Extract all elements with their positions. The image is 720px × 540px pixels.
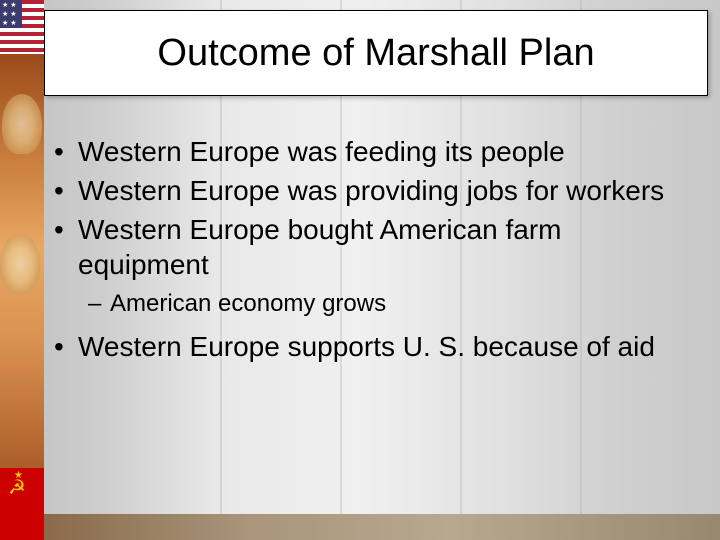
bullet-text: Western Europe was providing jobs for wo… <box>78 173 664 208</box>
sub-bullet-item: – American economy grows <box>88 288 700 319</box>
ussr-flag-icon: ★ ☭ <box>0 468 44 540</box>
bullet-text: Western Europe bought American farm equi… <box>78 212 700 282</box>
hammer-sickle-icon: ☭ <box>8 478 26 498</box>
bullet-marker: • <box>54 134 78 169</box>
bullet-marker: • <box>54 329 78 364</box>
content-area: • Western Europe was feeding its people … <box>54 134 700 368</box>
bullet-item: • Western Europe bought American farm eq… <box>54 212 700 282</box>
sub-bullet-marker: – <box>88 288 110 319</box>
bullet-item: • Western Europe was providing jobs for … <box>54 173 700 208</box>
mushroom-cloud-1 <box>2 94 42 154</box>
bullet-text: Western Europe supports U. S. because of… <box>78 329 655 364</box>
bullet-item: • Western Europe was feeding its people <box>54 134 700 169</box>
title-box: Outcome of Marshall Plan <box>44 10 708 96</box>
mushroom-cloud-2 <box>0 234 40 294</box>
bullet-text: Western Europe was feeding its people <box>78 134 565 169</box>
sub-bullet-text: American economy grows <box>110 288 386 319</box>
slide-title: Outcome of Marshall Plan <box>157 32 594 75</box>
bottom-decorative-strip <box>44 514 720 540</box>
bullet-marker: • <box>54 173 78 208</box>
bullet-marker: • <box>54 212 78 247</box>
us-flag-icon <box>0 0 44 54</box>
bullet-item: • Western Europe supports U. S. because … <box>54 329 700 364</box>
